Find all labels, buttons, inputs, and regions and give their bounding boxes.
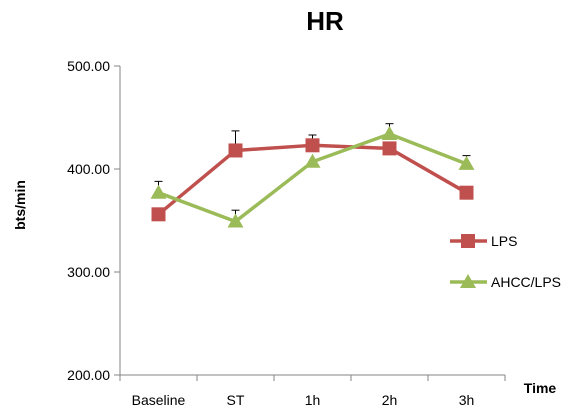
axes-layer: 200.00 300.00 400.00 500.00 Baseline ST 1h 2h 3h [67, 58, 506, 408]
x-axis-title: Time [524, 380, 557, 396]
data-point-lps [305, 138, 320, 153]
y-tick-label: 200.00 [67, 367, 110, 383]
legend-marker-ahcc-lps [460, 274, 476, 288]
data-point-ahcc-lps [381, 125, 398, 140]
x-tick-label: Baseline [132, 392, 186, 408]
x-tick-label: 2h [382, 392, 398, 408]
data-point-lps [459, 185, 474, 200]
data-point-ahcc-lps [227, 213, 244, 228]
y-tick-label: 400.00 [67, 161, 110, 177]
data-point-lps [228, 143, 243, 158]
legend-label-lps: LPS [491, 233, 517, 249]
legend-marker-lps [461, 234, 475, 248]
y-tick-label: 500.00 [67, 58, 110, 74]
chart-title: HR [306, 6, 344, 36]
data-point-lps [151, 207, 166, 222]
data-point-ahcc-lps [150, 184, 167, 199]
y-tick-label: 300.00 [67, 264, 110, 280]
x-tick-label: ST [227, 392, 245, 408]
legend-label-ahcc-lps: AHCC/LPS [491, 274, 561, 290]
legend: LPS AHCC/LPS [450, 233, 561, 290]
x-tick-label: 3h [459, 392, 475, 408]
data-point-ahcc-lps [458, 155, 475, 170]
data-point-lps [382, 141, 397, 156]
data-point-ahcc-lps [304, 153, 321, 168]
series-layer [150, 125, 475, 228]
x-tick-label: 1h [305, 392, 321, 408]
y-axis-title: bts/min [12, 180, 28, 230]
